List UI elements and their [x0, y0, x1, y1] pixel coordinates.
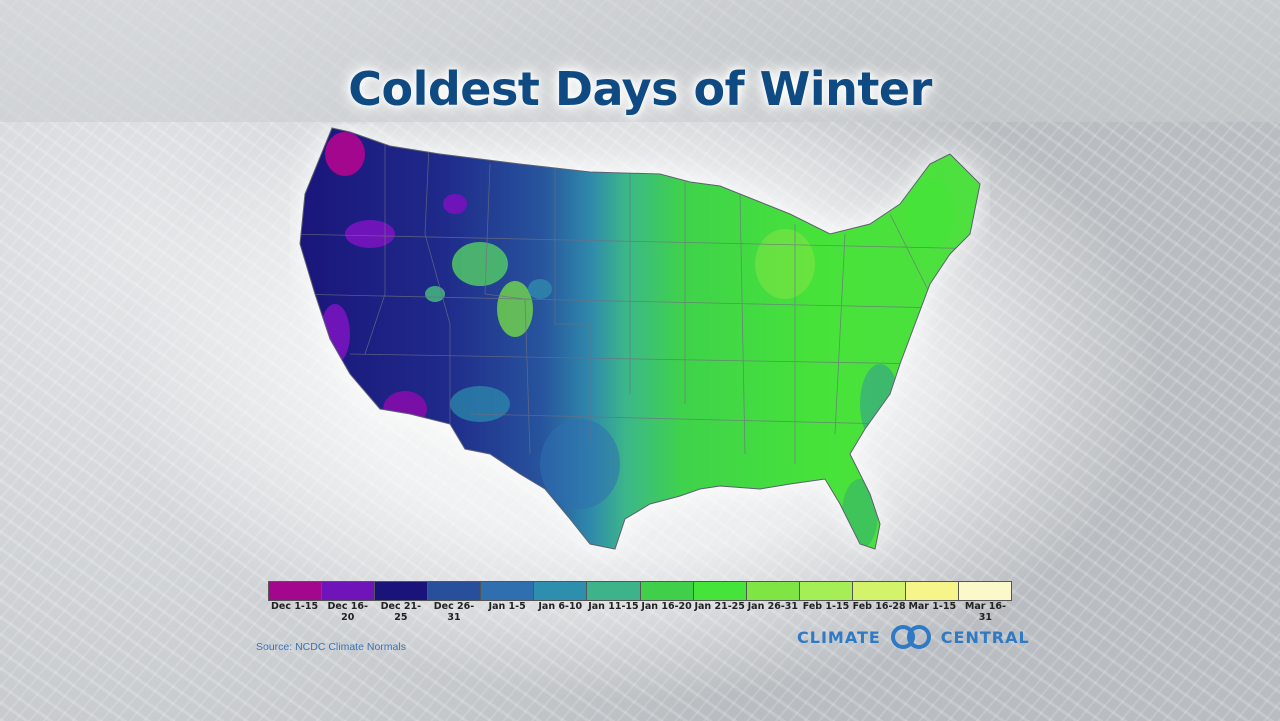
legend-swatch	[269, 582, 323, 600]
legend-label: Mar 1-15	[908, 601, 957, 612]
us-map	[299, 127, 981, 550]
legend-swatch	[481, 582, 535, 600]
legend-label: Feb 1-15	[802, 601, 850, 612]
logo-rings-icon	[890, 625, 931, 649]
legend-swatch	[852, 582, 906, 600]
legend-swatch	[534, 582, 588, 600]
legend-label: Jan 11-15	[588, 601, 639, 612]
legend-label: Dec 16-20	[327, 601, 368, 623]
legend-label: Dec 21-25	[380, 601, 422, 623]
legend-swatch	[905, 582, 960, 600]
legend-swatch	[693, 582, 747, 600]
legend-swatch	[587, 582, 641, 600]
legend-swatch	[428, 582, 482, 600]
source-note: Source: NCDC Climate Normals	[256, 641, 406, 653]
legend-label: Jan 1-5	[488, 601, 526, 612]
legend-label: Jan 16-20	[641, 601, 692, 612]
legend-swatch	[640, 582, 694, 600]
legend-swatch	[746, 582, 800, 600]
legend-swatch	[375, 582, 429, 600]
legend-label: Mar 16-31	[964, 601, 1006, 623]
legend-label: Jan 26-31	[747, 601, 799, 612]
legend-label: Jan 21-25	[694, 601, 745, 612]
map-outline	[299, 127, 981, 550]
legend-swatch	[959, 582, 1012, 600]
legend-swatch	[322, 582, 376, 600]
map-title: Coldest Days of Winter	[348, 62, 932, 116]
legend-label: Jan 6-10	[538, 601, 583, 612]
legend-swatch	[799, 582, 853, 600]
logo-word-climate: CLIMATE	[797, 627, 881, 647]
legend-label: Feb 16-28	[852, 601, 906, 612]
legend-label: Dec 26-31	[433, 601, 475, 623]
map-fill	[300, 128, 980, 549]
logo-word-central: CENTRAL	[940, 627, 1030, 647]
title-band	[0, 0, 1280, 122]
legend-labels: Dec 1-15 Dec 16-20 Dec 21-25 Dec 26-31 Jan 1…	[268, 601, 1012, 623]
climate-central-logo: CLIMATE CENTRAL	[797, 622, 1030, 652]
legend-bar	[268, 581, 1012, 601]
legend-label: Dec 1-15	[271, 601, 319, 612]
